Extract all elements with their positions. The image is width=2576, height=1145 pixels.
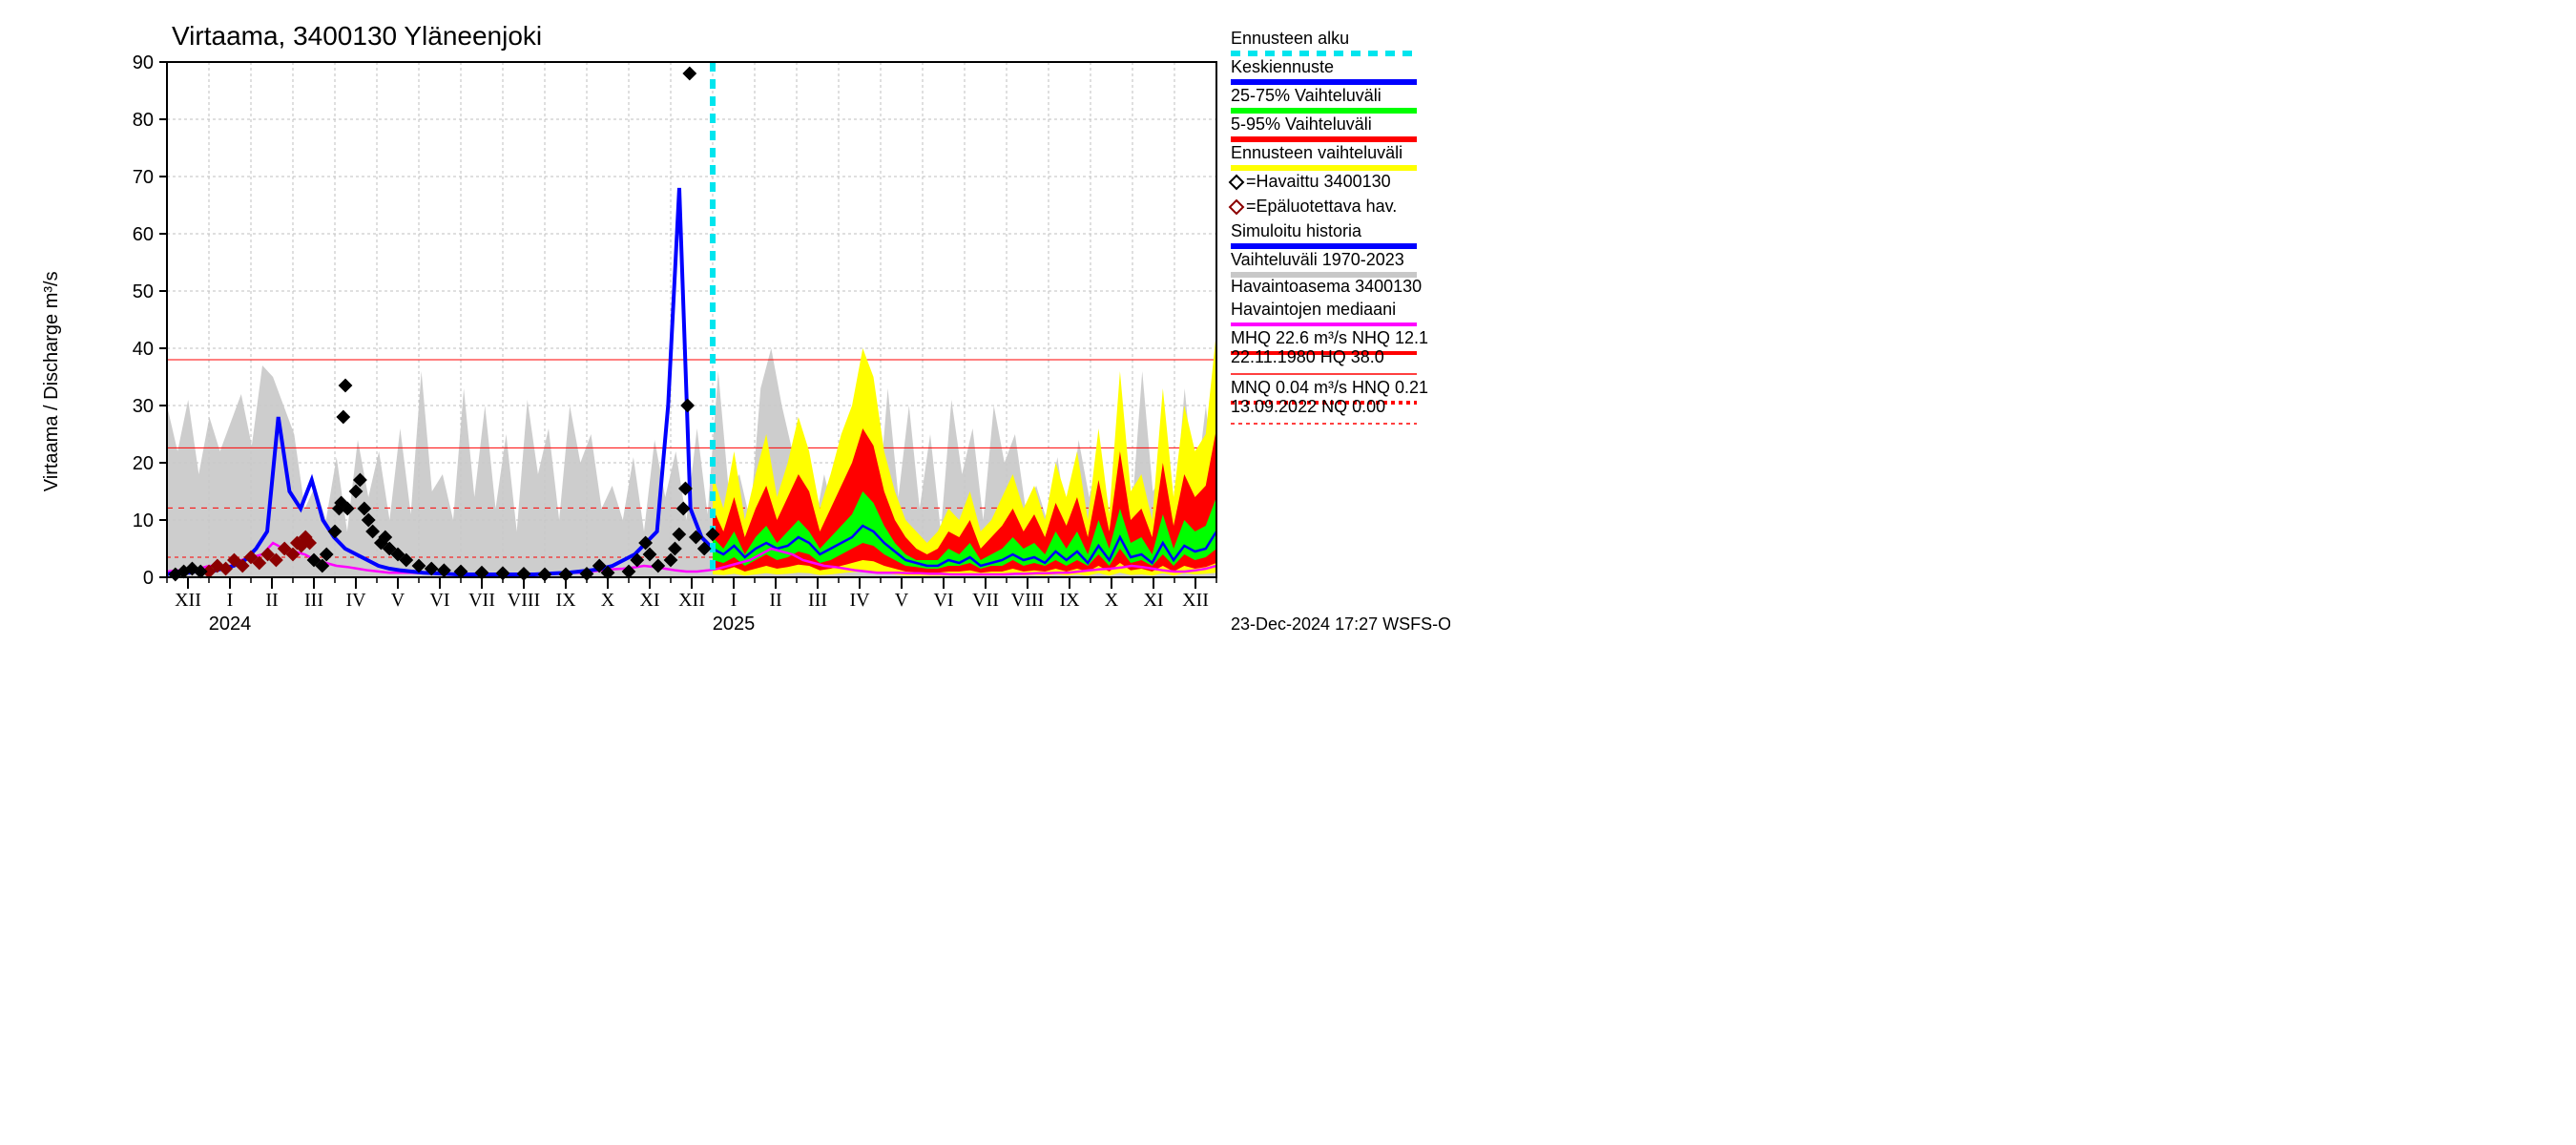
legend-label: 25-75% Vaihteluväli [1231, 86, 1381, 105]
legend-sublabel: 22.11.1980 HQ 38.0 [1231, 347, 1384, 366]
legend-label: Vaihteluväli 1970-2023 [1231, 250, 1404, 269]
y-axis-label: Virtaama / Discharge m³/s [41, 271, 62, 491]
svg-text:II: II [769, 590, 781, 611]
svg-text:I: I [227, 590, 234, 611]
legend-label: 5-95% Vaihteluväli [1231, 114, 1372, 134]
svg-text:XII: XII [678, 590, 705, 611]
legend-label: Ennusteen alku [1231, 29, 1349, 48]
svg-text:30: 30 [133, 396, 154, 417]
svg-text:III: III [304, 590, 323, 611]
legend-label: =Havaittu 3400130 [1246, 172, 1391, 191]
svg-text:VI: VI [429, 590, 449, 611]
chart-footer: 23-Dec-2024 17:27 WSFS-O [1231, 614, 1450, 634]
svg-text:XI: XI [1143, 590, 1163, 611]
svg-text:90: 90 [133, 52, 154, 73]
discharge-forecast-chart: 0102030405060708090XIIIIIIIIIVVVIVIIVIII… [0, 0, 1450, 649]
svg-text:VII: VII [972, 590, 999, 611]
svg-text:III: III [808, 590, 827, 611]
x-year-label: 2025 [713, 614, 756, 635]
legend-sublabel: Havaintoasema 3400130 [1231, 277, 1422, 296]
legend-label: Simuloitu historia [1231, 221, 1362, 240]
svg-text:40: 40 [133, 339, 154, 360]
svg-text:XII: XII [175, 590, 201, 611]
svg-text:X: X [601, 590, 615, 611]
svg-text:XII: XII [1182, 590, 1209, 611]
svg-text:VI: VI [933, 590, 953, 611]
legend-label: Ennusteen vaihteluväli [1231, 143, 1402, 162]
svg-text:V: V [391, 590, 405, 611]
svg-text:VII: VII [468, 590, 495, 611]
svg-text:VIII: VIII [1011, 590, 1044, 611]
svg-text:60: 60 [133, 224, 154, 245]
legend-label: =Epäluotettava hav. [1246, 197, 1397, 216]
x-year-label: 2024 [209, 614, 252, 635]
svg-text:10: 10 [133, 510, 154, 531]
svg-text:80: 80 [133, 110, 154, 131]
svg-text:V: V [895, 590, 909, 611]
svg-text:IX: IX [1059, 590, 1080, 611]
svg-text:X: X [1105, 590, 1119, 611]
legend-label: MHQ 22.6 m³/s NHQ 12.1 [1231, 328, 1428, 347]
legend-label: MNQ 0.04 m³/s HNQ 0.21 [1231, 378, 1428, 397]
svg-text:20: 20 [133, 453, 154, 474]
svg-text:IV: IV [345, 590, 366, 611]
legend-label: Keskiennuste [1231, 57, 1334, 76]
svg-text:VIII: VIII [508, 590, 540, 611]
svg-text:50: 50 [133, 281, 154, 302]
svg-text:I: I [731, 590, 737, 611]
legend-sublabel: 13.09.2022 NQ 0.00 [1231, 397, 1385, 416]
svg-text:II: II [265, 590, 278, 611]
svg-text:0: 0 [143, 568, 154, 589]
svg-text:70: 70 [133, 167, 154, 188]
svg-text:XI: XI [639, 590, 659, 611]
svg-text:IX: IX [555, 590, 576, 611]
chart-svg: 0102030405060708090XIIIIIIIIIVVVIVIIVIII… [0, 0, 1450, 649]
legend-label: Havaintojen mediaani [1231, 300, 1396, 319]
chart-title: Virtaama, 3400130 Yläneenjoki [172, 21, 542, 51]
svg-text:IV: IV [849, 590, 870, 611]
